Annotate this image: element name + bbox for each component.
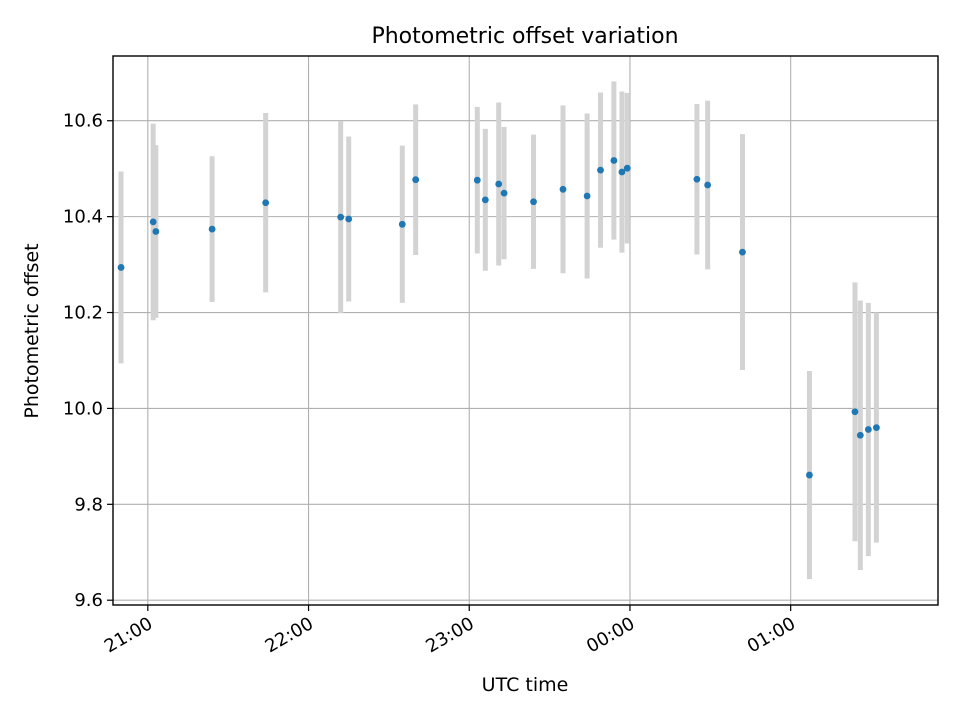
data-point	[872, 424, 880, 431]
data-point	[618, 168, 626, 176]
y-tick-label: 10.6	[63, 111, 103, 132]
data-point	[117, 264, 125, 271]
data-point	[495, 180, 503, 188]
data-point	[398, 220, 406, 228]
data-point	[851, 408, 859, 416]
data-point	[345, 215, 353, 223]
data-point	[337, 213, 345, 221]
data-point	[623, 164, 631, 172]
data-point	[152, 228, 160, 235]
data-point	[583, 192, 591, 200]
data-point	[739, 248, 746, 256]
data-point	[559, 185, 567, 193]
y-tick-label: 9.8	[74, 494, 103, 515]
y-axis-ticks: 9.6 9.8 10.0 10.2 10.4 10.6	[63, 111, 113, 611]
data-points	[117, 157, 880, 479]
chart-title: Photometric offset variation	[371, 24, 678, 49]
data-point	[856, 431, 864, 439]
data-point	[262, 199, 270, 207]
plot-frame	[112, 55, 939, 606]
y-tick-label: 10.4	[63, 207, 103, 228]
y-tick-label: 9.6	[74, 590, 103, 611]
data-point	[806, 471, 813, 479]
y-tick-label: 10.2	[63, 303, 103, 324]
data-point	[500, 189, 508, 197]
data-point	[597, 166, 604, 174]
data-point	[864, 426, 872, 433]
data-point	[530, 198, 537, 206]
y-axis-label: Photometric offset	[21, 243, 43, 418]
grid-lines	[113, 56, 938, 605]
data-point	[693, 175, 701, 183]
data-point	[149, 218, 157, 226]
data-point	[473, 176, 481, 184]
x-axis-label: UTC time	[482, 674, 569, 696]
y-tick-label: 10.0	[63, 398, 103, 419]
data-point	[208, 225, 216, 233]
data-point	[412, 176, 420, 184]
data-point	[610, 157, 618, 164]
data-point	[481, 196, 489, 204]
data-point	[704, 181, 712, 189]
